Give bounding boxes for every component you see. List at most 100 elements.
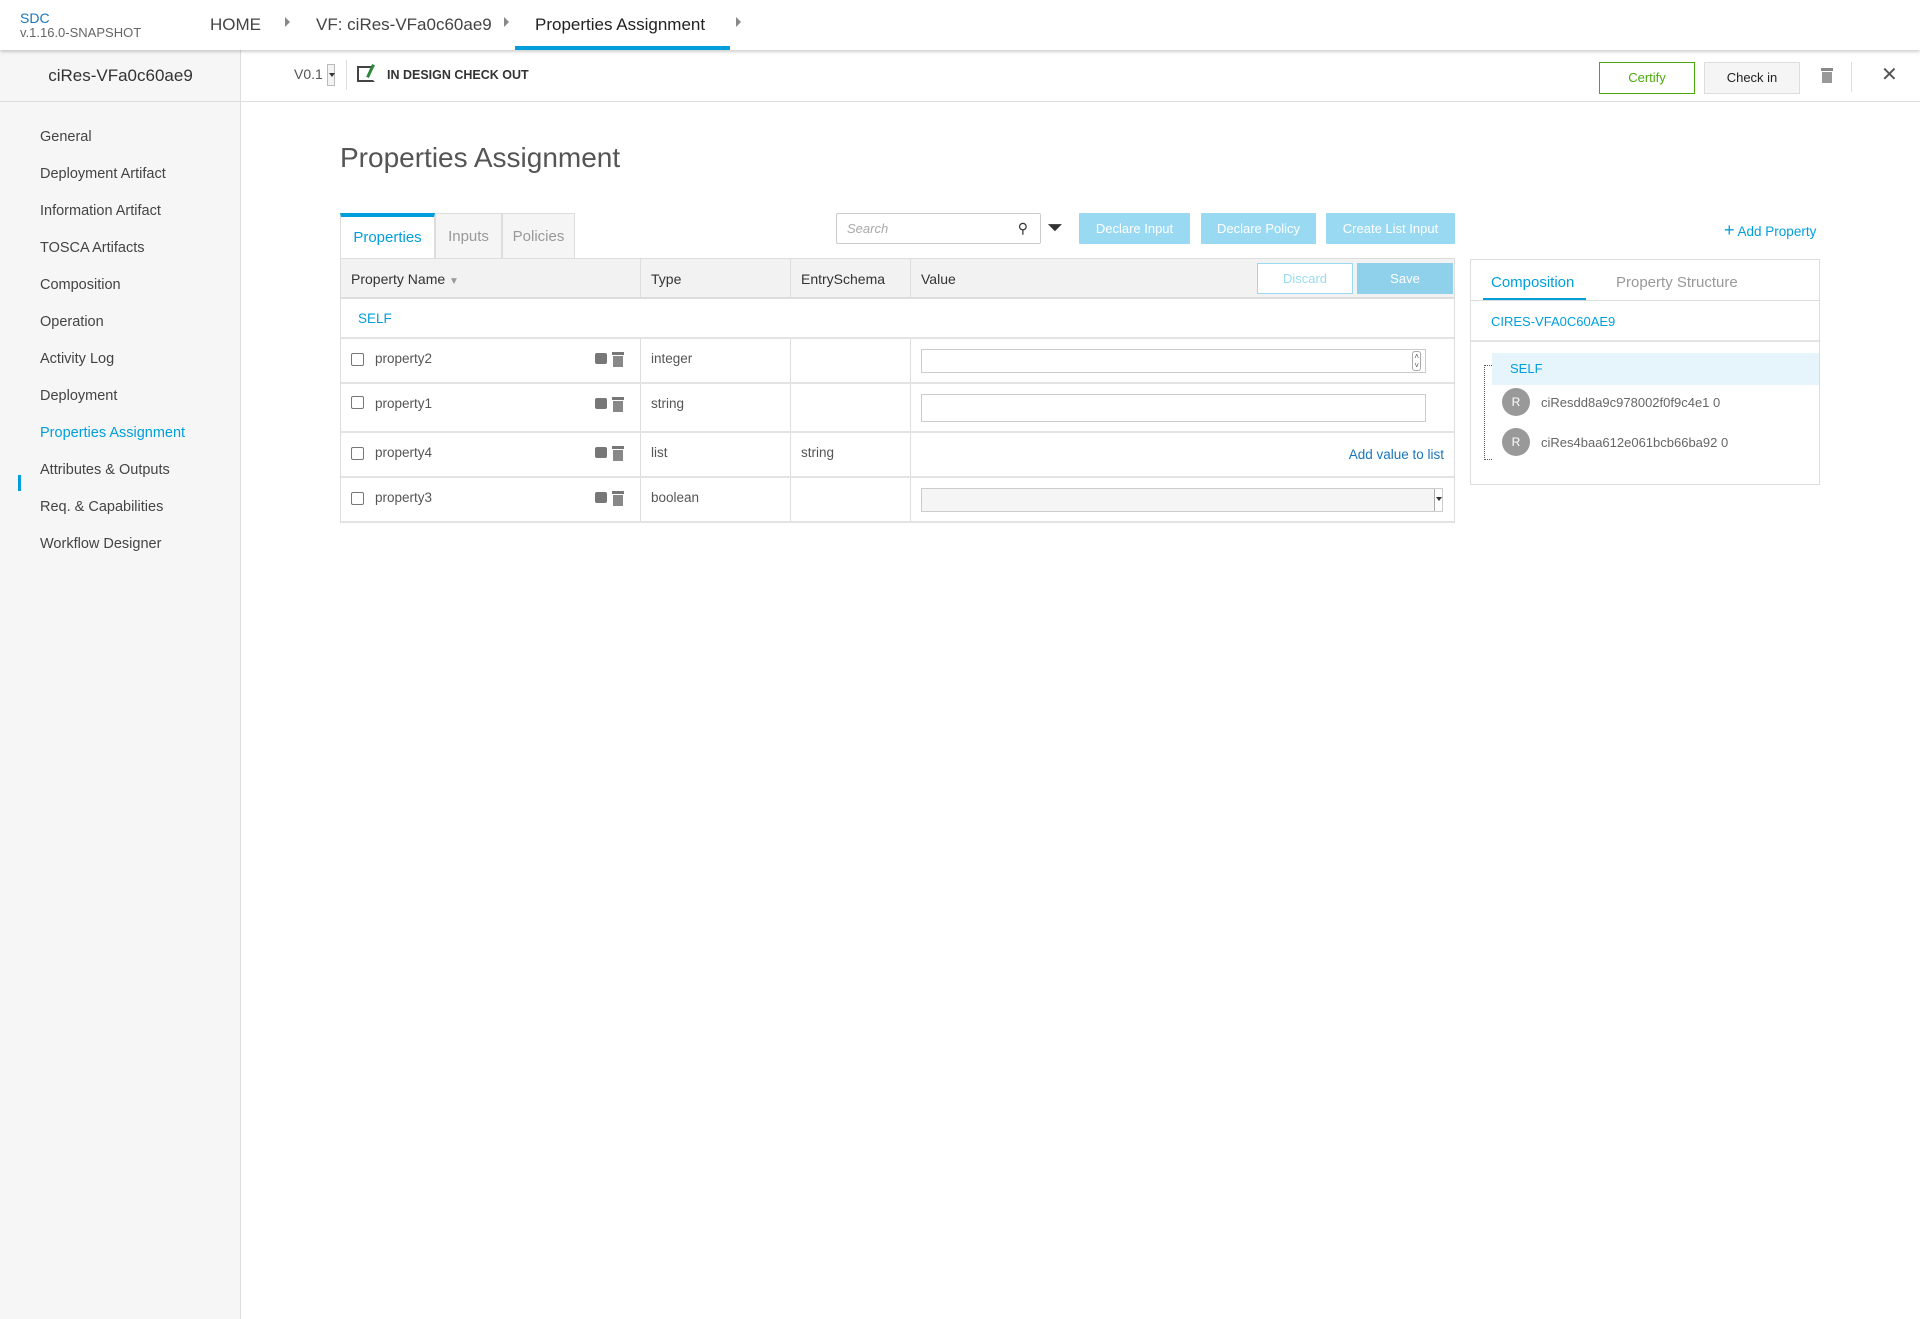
row-checkbox[interactable]	[351, 353, 364, 366]
table-row: property4 list string Add value to list	[341, 433, 1454, 478]
tree-lines	[1484, 365, 1492, 460]
sidebar-item-tosca-artifacts[interactable]: TOSCA Artifacts	[40, 240, 145, 256]
certify-button[interactable]: Certify	[1599, 62, 1695, 94]
chevron-down-icon[interactable]	[327, 64, 335, 86]
column-header-entryschema: EntrySchema	[801, 271, 886, 287]
sidebar: ciRes-VFa0c60ae9 General Deployment Artif…	[0, 50, 241, 1319]
app-logo[interactable]: SDC	[20, 10, 50, 26]
table-row: property2 integer ˄ ˅	[341, 339, 1454, 384]
checkout-edit-icon	[357, 64, 375, 82]
trash-icon[interactable]	[1821, 68, 1833, 83]
root-component[interactable]: CIRES-VFA0C60AE9	[1491, 314, 1616, 329]
value-input[interactable]	[921, 394, 1426, 422]
row-checkbox[interactable]	[351, 396, 364, 409]
number-stepper[interactable]: ˄ ˅	[1412, 351, 1421, 371]
sidebar-item-operation[interactable]: Operation	[40, 314, 104, 330]
divider	[1851, 62, 1852, 92]
column-header-type: Type	[651, 271, 682, 287]
sidebar-item-composition[interactable]: Composition	[40, 277, 121, 293]
sort-icon: ▼	[449, 276, 459, 287]
breadcrumb-home[interactable]: HOME	[210, 15, 261, 34]
sidebar-item-attributes-outputs[interactable]: Attributes & Outputs	[40, 462, 170, 478]
sidebar-item-general[interactable]: General	[40, 129, 92, 145]
resource-badge: R	[1502, 428, 1530, 456]
group-label: SELF	[358, 311, 392, 326]
close-icon[interactable]: ✕	[1881, 64, 1898, 86]
version-select[interactable]: V0.1	[294, 66, 323, 82]
top-nav: SDC v.1.16.0-SNAPSHOT HOME VF: ciRes-VFa…	[0, 0, 1920, 50]
search-input[interactable]: Search ⚲	[836, 213, 1041, 244]
property-name: property2	[375, 351, 433, 366]
caret-right-icon	[736, 17, 741, 27]
caret-right-icon	[285, 17, 290, 27]
divider	[346, 60, 347, 90]
row-checkbox[interactable]	[351, 492, 364, 505]
property-entryschema: string	[801, 445, 835, 460]
breadcrumb-current[interactable]: Properties Assignment	[535, 15, 706, 34]
table-header: Property Name ▼ Type EntrySchema Value D…	[341, 259, 1454, 299]
property-type: integer	[651, 351, 693, 366]
declare-policy-button[interactable]: Declare Policy	[1201, 213, 1316, 244]
chevron-down-icon	[1434, 489, 1442, 511]
comment-icon[interactable]	[595, 398, 607, 409]
sidebar-item-req-capabilities[interactable]: Req. & Capabilities	[40, 499, 164, 515]
table-row: property3 boolean	[341, 478, 1454, 523]
row-checkbox[interactable]	[351, 447, 364, 460]
active-breadcrumb-indicator	[515, 46, 730, 50]
create-list-input-button[interactable]: Create List Input	[1326, 213, 1455, 244]
trash-icon[interactable]	[612, 352, 624, 367]
composition-panel: Composition Property Structure CIRES-VFA…	[1470, 259, 1820, 485]
check-in-button[interactable]: Check in	[1704, 62, 1800, 94]
caret-right-icon	[504, 17, 509, 27]
sidebar-title: ciRes-VFa0c60ae9	[0, 50, 241, 102]
property-type: list	[651, 445, 668, 460]
active-indicator	[18, 475, 21, 491]
group-row: SELF	[341, 299, 1454, 339]
filter-icon[interactable]: ⏷	[1047, 217, 1063, 239]
resource-badge: R	[1502, 388, 1530, 416]
add-value-to-list-link[interactable]: Add value to list	[1348, 447, 1444, 462]
sidebar-item-properties-assignment[interactable]: Properties Assignment	[40, 425, 186, 441]
trash-icon[interactable]	[612, 446, 624, 461]
comment-icon[interactable]	[595, 447, 607, 458]
comment-icon[interactable]	[595, 353, 607, 364]
tab-policies[interactable]: Policies	[502, 213, 575, 258]
active-tab-indicator	[1483, 298, 1586, 301]
value-select[interactable]	[921, 488, 1443, 512]
trash-icon[interactable]	[612, 491, 624, 506]
instance-name: ciRes4baa612e061bcb66ba92 0	[1541, 435, 1729, 450]
search-icon[interactable]: ⚲	[1017, 220, 1028, 236]
discard-button[interactable]: Discard	[1257, 263, 1353, 294]
sidebar-item-information-artifact[interactable]: Information Artifact	[40, 203, 161, 219]
property-name: property3	[375, 490, 433, 505]
properties-table: Property Name ▼ Type EntrySchema Value D…	[340, 258, 1455, 523]
declare-input-button[interactable]: Declare Input	[1079, 213, 1190, 244]
sidebar-item-deployment-artifact[interactable]: Deployment Artifact	[40, 166, 166, 182]
property-type: boolean	[651, 490, 700, 505]
sidebar-item-activity-log[interactable]: Activity Log	[40, 351, 115, 367]
property-name: property1	[375, 396, 433, 411]
breadcrumb-vf[interactable]: VF: ciRes-VFa0c60ae9	[316, 15, 492, 34]
instance-name: ciResdd8a9c978002f0f9c4e1 0	[1541, 395, 1721, 410]
comment-icon[interactable]	[595, 492, 607, 503]
workspace-toolbar: V0.1 IN DESIGN CHECK OUT Certify Check i…	[241, 50, 1920, 102]
tree-item-self[interactable]: SELF	[1492, 353, 1819, 385]
trash-icon[interactable]	[612, 397, 624, 412]
tab-property-structure[interactable]: Property Structure	[1616, 274, 1738, 291]
add-property-button[interactable]: + Add Property	[1724, 220, 1816, 241]
column-header-name[interactable]: Property Name ▼	[351, 271, 459, 287]
app-version: v.1.16.0-SNAPSHOT	[20, 25, 142, 40]
sidebar-item-deployment[interactable]: Deployment	[40, 388, 118, 404]
tab-properties[interactable]: Properties	[340, 213, 435, 258]
tab-inputs[interactable]: Inputs	[435, 213, 502, 258]
page-title: Properties Assignment	[340, 142, 621, 173]
plus-icon: +	[1724, 220, 1735, 240]
save-button[interactable]: Save	[1357, 263, 1453, 294]
lifecycle-status: IN DESIGN CHECK OUT	[387, 68, 529, 82]
tab-composition[interactable]: Composition	[1491, 274, 1575, 291]
property-name: property4	[375, 445, 433, 460]
sidebar-item-workflow-designer[interactable]: Workflow Designer	[40, 536, 162, 552]
property-type: string	[651, 396, 685, 411]
column-header-value: Value	[921, 271, 956, 287]
value-input[interactable]: ˄ ˅	[921, 349, 1426, 373]
